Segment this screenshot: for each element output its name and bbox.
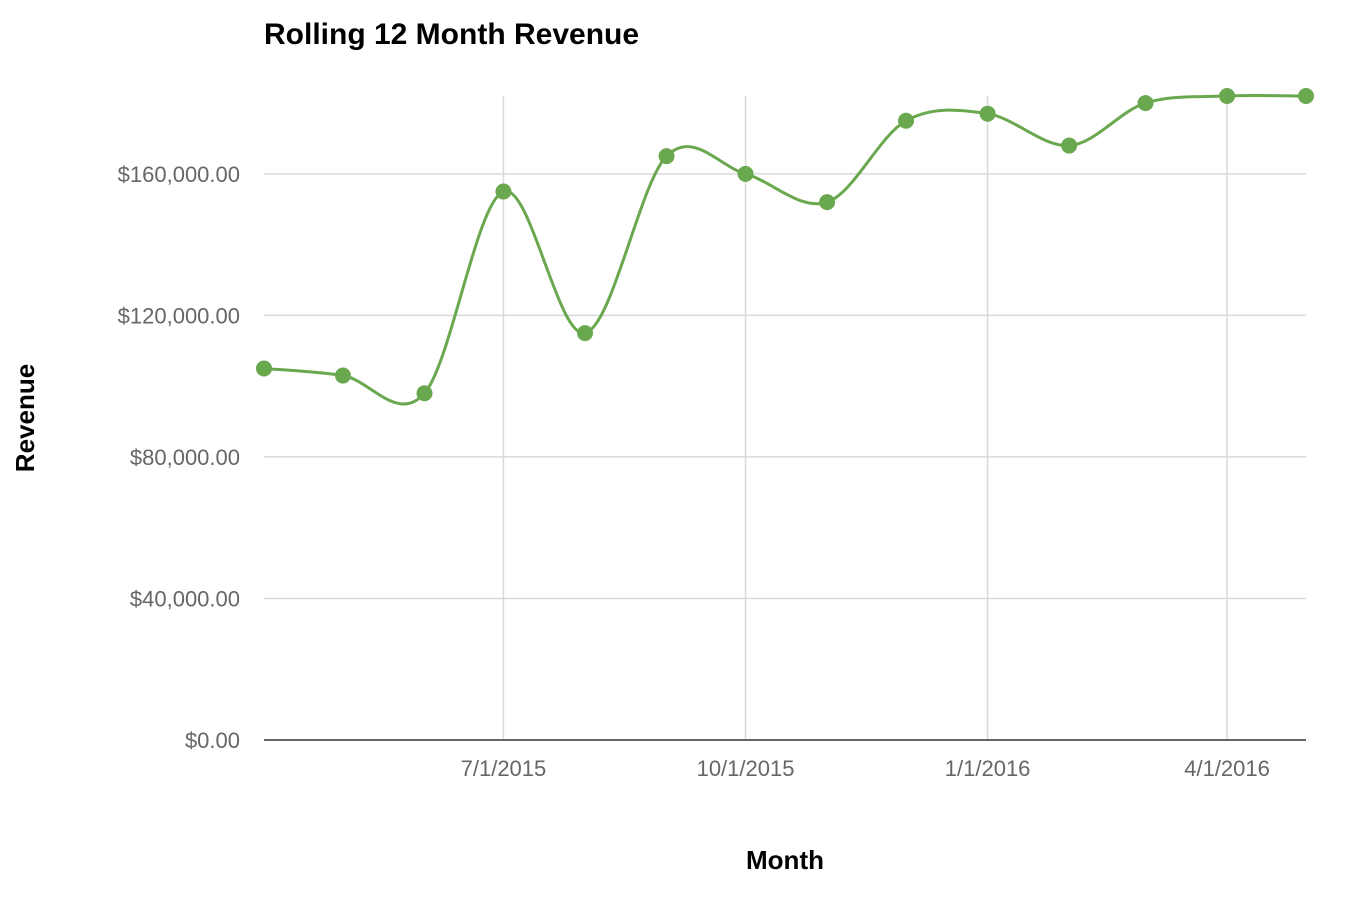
- gridlines: [264, 96, 1306, 740]
- revenue-data-point: [577, 325, 594, 342]
- x-axis-title: Month: [746, 845, 824, 875]
- x-tick-label: 10/1/2015: [697, 756, 795, 781]
- revenue-data-point: [737, 165, 754, 182]
- revenue-data-point: [979, 105, 996, 122]
- x-tick-label: 4/1/2016: [1184, 756, 1270, 781]
- revenue-data-points: [256, 88, 1314, 402]
- y-axis-tick-labels: $0.00 $40,000.00 $80,000.00 $120,000.00 $160…: [118, 162, 240, 753]
- chart-title: Rolling 12 Month Revenue: [264, 18, 639, 51]
- revenue-data-point: [256, 360, 272, 377]
- y-axis-title: Revenue: [10, 364, 40, 472]
- revenue-data-point: [1219, 88, 1236, 104]
- revenue-data-point: [819, 194, 836, 211]
- revenue-series-line: [263, 93, 1307, 406]
- x-tick-label: 7/1/2015: [461, 756, 547, 781]
- revenue-data-point: [1298, 88, 1314, 104]
- revenue-data-point: [334, 367, 351, 384]
- x-axis-tick-labels: 7/1/2015 10/1/2015 1/1/2016 4/1/2016: [461, 756, 1270, 781]
- revenue-data-point: [898, 112, 915, 129]
- revenue-data-point: [416, 385, 433, 402]
- y-tick-label: $0.00: [185, 728, 240, 753]
- y-tick-label: $80,000.00: [130, 445, 240, 470]
- revenue-data-point: [1061, 137, 1078, 154]
- y-tick-label: $120,000.00: [118, 303, 240, 328]
- y-tick-label: $40,000.00: [130, 586, 240, 611]
- revenue-data-point: [1137, 95, 1154, 112]
- revenue-data-point: [495, 183, 512, 200]
- revenue-data-point: [658, 148, 675, 165]
- y-tick-label: $160,000.00: [118, 162, 240, 187]
- x-tick-label: 1/1/2016: [945, 756, 1031, 781]
